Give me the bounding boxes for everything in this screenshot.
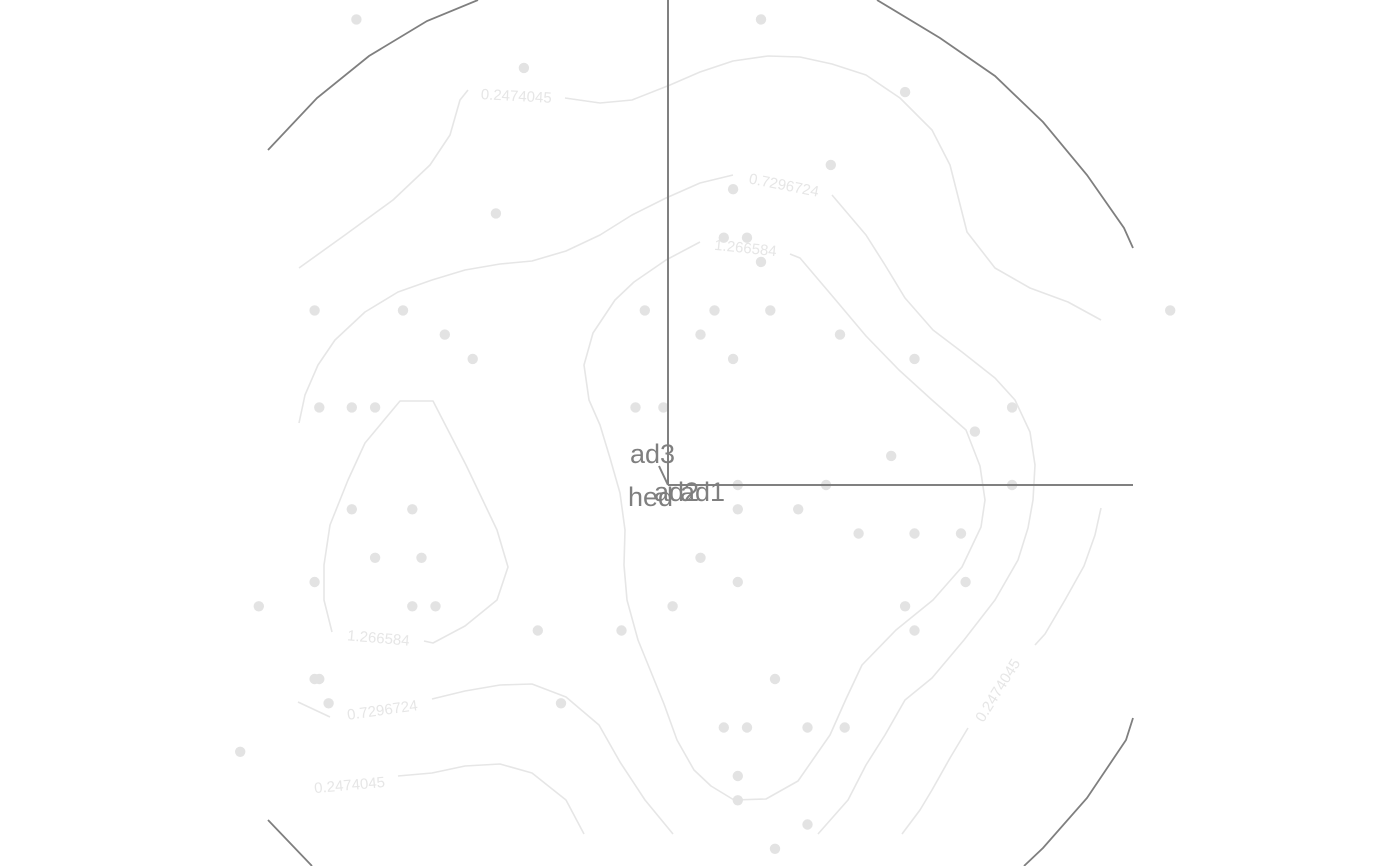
sample-point bbox=[741, 722, 753, 733]
contour-label: 0.7296724 bbox=[747, 170, 820, 200]
sample-point bbox=[732, 795, 743, 806]
sample-point bbox=[802, 722, 813, 733]
sample-point bbox=[555, 698, 567, 709]
contour-lines: 0.2474045 0.7296724 1.266584 1.266584 0.… bbox=[297, 55, 1102, 835]
vector-label-hed: hed bbox=[628, 482, 673, 512]
sample-point bbox=[732, 770, 743, 782]
sample-point bbox=[909, 625, 920, 636]
contour-line bbox=[901, 507, 1102, 835]
sample-point bbox=[467, 353, 478, 365]
sample-point bbox=[755, 14, 767, 25]
sample-point bbox=[439, 329, 450, 340]
contour-label: 1.266584 bbox=[346, 627, 410, 649]
sample-point bbox=[314, 673, 325, 685]
sample-point bbox=[793, 504, 804, 515]
sample-point bbox=[532, 625, 543, 636]
sample-point bbox=[346, 402, 357, 413]
contour-label: 0.2474045 bbox=[314, 774, 386, 797]
sample-point bbox=[839, 722, 850, 733]
sample-point bbox=[853, 528, 864, 539]
sample-point bbox=[727, 184, 739, 195]
sample-point bbox=[960, 576, 971, 588]
vector-label-ad1: ad1 bbox=[680, 477, 725, 507]
sample-point bbox=[886, 450, 897, 462]
sample-point bbox=[667, 601, 678, 612]
contour-label: 1.266584 bbox=[713, 237, 777, 260]
sample-point bbox=[397, 305, 409, 316]
sample-point bbox=[909, 528, 920, 539]
sample-point bbox=[834, 329, 846, 340]
sample-point bbox=[369, 552, 381, 563]
sample-point bbox=[314, 402, 325, 413]
contour-line bbox=[297, 683, 674, 835]
sample-point bbox=[1165, 305, 1176, 316]
vector-label-ad3: ad3 bbox=[630, 439, 675, 469]
contour-label: 0.7296724 bbox=[346, 697, 419, 724]
sample-point bbox=[769, 673, 781, 685]
sample-point bbox=[346, 504, 357, 515]
contour-line bbox=[323, 400, 509, 644]
sample-point bbox=[616, 625, 627, 636]
sample-point bbox=[825, 159, 836, 171]
sample-point bbox=[490, 208, 502, 219]
sample-point bbox=[407, 504, 418, 515]
sample-point bbox=[518, 62, 530, 74]
sample-point bbox=[718, 232, 729, 243]
sample-point bbox=[741, 232, 753, 243]
sample-point bbox=[351, 14, 362, 25]
vector-hed bbox=[658, 465, 669, 486]
sample-point bbox=[909, 353, 920, 365]
sample-point bbox=[732, 504, 743, 515]
contour-label: 0.2474045 bbox=[972, 656, 1024, 725]
sample-point bbox=[695, 552, 706, 563]
sample-point bbox=[369, 402, 381, 413]
sample-point bbox=[1006, 402, 1018, 413]
sample-point bbox=[709, 305, 720, 316]
vector-label-ad2: ad2 bbox=[654, 477, 699, 507]
sample-point bbox=[899, 86, 911, 98]
sample-point bbox=[727, 353, 739, 365]
biplot-vectors: ad3 ad1 ad2 hed bbox=[628, 0, 1133, 512]
sample-point bbox=[407, 601, 418, 612]
unit-circle bbox=[267, 0, 1134, 866]
contour-line bbox=[583, 241, 986, 801]
sample-point bbox=[695, 329, 706, 340]
sample-point bbox=[769, 843, 781, 854]
sample-point bbox=[955, 528, 967, 539]
contour-label: 0.2474045 bbox=[480, 86, 552, 107]
sample-point bbox=[969, 426, 981, 437]
sample-point bbox=[658, 402, 669, 413]
sample-point bbox=[235, 746, 246, 757]
sample-point bbox=[732, 576, 743, 588]
sample-point bbox=[309, 576, 320, 588]
contour-line bbox=[298, 174, 1036, 835]
sample-point bbox=[430, 601, 441, 612]
sample-point bbox=[765, 305, 776, 316]
sample-point bbox=[899, 601, 911, 612]
sample-point bbox=[630, 402, 641, 413]
sample-point bbox=[323, 698, 334, 709]
contour-line bbox=[298, 55, 1102, 321]
sample-point bbox=[802, 819, 813, 830]
sample-point bbox=[755, 256, 767, 268]
sample-points bbox=[235, 14, 1176, 854]
sample-point bbox=[718, 722, 729, 733]
contour-line bbox=[397, 763, 585, 835]
sample-point bbox=[253, 601, 264, 612]
sample-point bbox=[639, 305, 650, 316]
sample-point bbox=[416, 552, 427, 563]
sample-point bbox=[309, 305, 320, 316]
